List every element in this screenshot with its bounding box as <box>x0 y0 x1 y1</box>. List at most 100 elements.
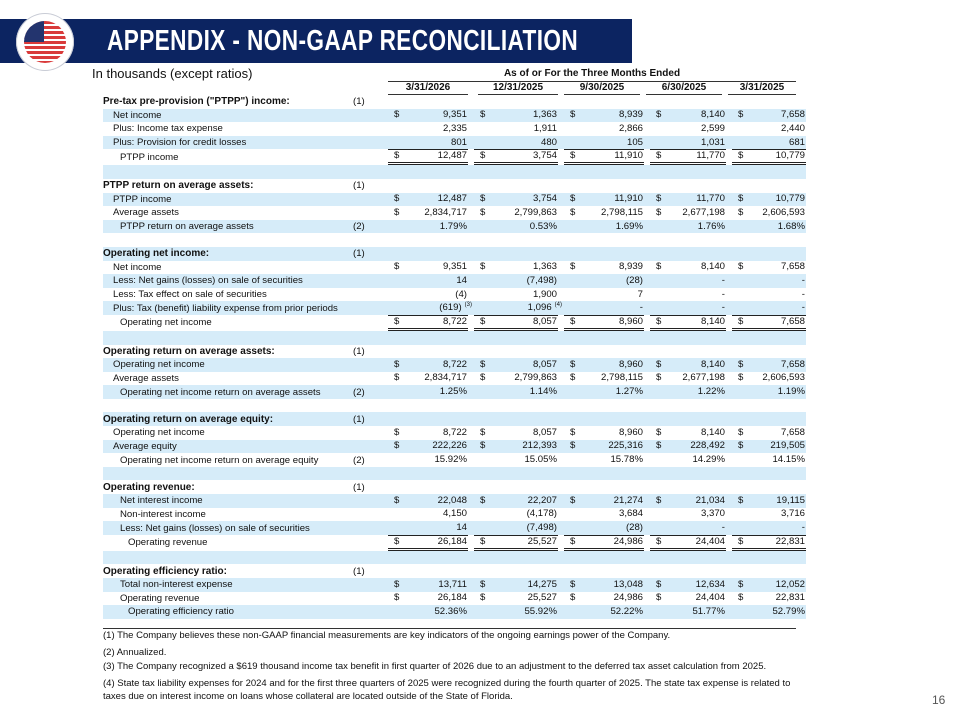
currency-symbol: $ <box>656 206 662 218</box>
amount: 3,684 <box>564 508 644 520</box>
amount-value: 7 <box>637 288 643 300</box>
spacer-row <box>103 399 806 413</box>
value-cell: $8,140 <box>644 108 726 123</box>
amount-value: 2,606,593 <box>762 372 805 384</box>
value-cell <box>468 412 558 427</box>
amount-value: 55.92% <box>524 605 557 617</box>
row-label <box>103 330 353 345</box>
footnote-marker: (3) <box>464 302 472 309</box>
value-cell <box>558 399 644 413</box>
row-note <box>353 494 388 508</box>
amount: $22,831 <box>732 534 806 551</box>
amount-value: 8,939 <box>618 261 643 273</box>
value-cell <box>388 466 468 481</box>
row-label <box>103 233 353 247</box>
section-row: Operating efficiency ratio: (1) <box>103 564 806 578</box>
row-label: Operating revenue <box>120 592 200 604</box>
value-cell: $2,606,593 <box>726 206 806 220</box>
amount: (619) (3) <box>388 302 472 314</box>
row-note <box>353 605 388 619</box>
row-note <box>353 301 388 315</box>
amount-value: 3,716 <box>780 508 805 520</box>
amount: 14.15% <box>732 454 806 466</box>
value-cell: $21,274 <box>558 494 644 508</box>
value-cell <box>468 179 558 193</box>
value-cell: 14 <box>388 274 468 288</box>
value-cell <box>726 233 806 247</box>
amount: $7,658 <box>732 359 806 371</box>
amount: 1,096 (4) <box>474 302 562 314</box>
table-row: Plus: Income tax expense 2,335 1,911 2,866 2… <box>103 122 806 136</box>
currency-symbol: $ <box>480 535 486 547</box>
value-cell: $228,492 <box>644 439 726 454</box>
currency-symbol: $ <box>656 592 662 604</box>
amount-value: 2,834,717 <box>424 372 467 384</box>
table-row: Operating net income return on average e… <box>103 453 806 467</box>
value-cell: $3,754 <box>468 149 558 166</box>
table-row: Net interest income $22,048 $22,207 $21,274… <box>103 494 806 508</box>
amount: - <box>650 522 726 534</box>
amount-value: 22,831 <box>775 592 805 604</box>
amount: $13,711 <box>388 579 468 591</box>
amount: $8,939 <box>564 109 644 121</box>
currency-symbol <box>650 123 656 135</box>
value-cell <box>726 399 806 413</box>
row-note: (1) <box>353 345 365 357</box>
value-cell <box>388 399 468 413</box>
amount: - <box>650 289 726 301</box>
row-note <box>353 535 388 551</box>
amount-value: (7,498) <box>526 274 557 286</box>
amount-value: 228,492 <box>690 440 725 452</box>
value-cell: $13,048 <box>558 578 644 592</box>
amount-value: 7,658 <box>780 315 805 327</box>
table-row: Total non-interest expense $13,711 $14,275… <box>103 578 806 592</box>
row-note <box>353 521 388 535</box>
amount-value: 1,363 <box>532 109 557 121</box>
amount: 1.22% <box>650 386 726 398</box>
value-cell <box>644 399 726 413</box>
currency-symbol: $ <box>738 494 744 506</box>
currency-symbol <box>564 123 570 135</box>
value-cell <box>558 412 644 427</box>
value-cell <box>644 330 726 345</box>
amount: 2,335 <box>388 123 468 135</box>
currency-symbol: $ <box>394 150 400 162</box>
row-label: Plus: Provision for credit losses <box>103 135 353 150</box>
value-cell: $8,057 <box>468 358 558 372</box>
currency-symbol: $ <box>570 193 576 205</box>
currency-symbol: $ <box>738 426 744 438</box>
table-row: Operating revenue $26,184 $25,527 $24,986 $2… <box>103 592 806 606</box>
footnote: (4) State tax liability expenses for 202… <box>103 677 791 703</box>
spacer-row <box>103 550 806 565</box>
row-label: PTPP income <box>120 151 179 163</box>
amount: $8,722 <box>388 427 468 439</box>
value-cell: 1.79% <box>388 219 468 234</box>
row-note <box>353 122 388 136</box>
value-cell: $3,754 <box>468 192 558 207</box>
value-cell: $10,779 <box>726 192 806 207</box>
company-logo <box>16 13 74 71</box>
value-cell: 51.77% <box>644 605 726 619</box>
currency-symbol: $ <box>394 315 400 327</box>
amount: $13,048 <box>564 579 644 591</box>
amount: (4,178) <box>474 508 558 520</box>
currency-symbol: $ <box>480 315 486 327</box>
value-cell <box>388 550 468 565</box>
currency-symbol <box>388 123 394 135</box>
amount: $8,722 <box>388 359 468 371</box>
amount: - <box>650 275 726 287</box>
table-row: Average assets $2,834,717 $2,799,863 $2,798… <box>103 372 806 386</box>
currency-symbol: $ <box>394 440 400 452</box>
value-cell <box>726 345 806 359</box>
amount-value: (28) <box>625 522 643 534</box>
amount-value: 212,393 <box>522 440 557 452</box>
currency-symbol: $ <box>394 109 400 121</box>
spacer-row <box>103 165 806 179</box>
value-cell: $2,677,198 <box>644 206 726 220</box>
currency-symbol: $ <box>738 592 744 604</box>
row-label: Average assets <box>113 372 179 384</box>
amount: $8,140 <box>650 359 726 371</box>
row-label <box>103 466 353 481</box>
row-label: Less: Net gains (losses) on sale of secu… <box>103 521 353 535</box>
value-cell: - <box>726 274 806 288</box>
